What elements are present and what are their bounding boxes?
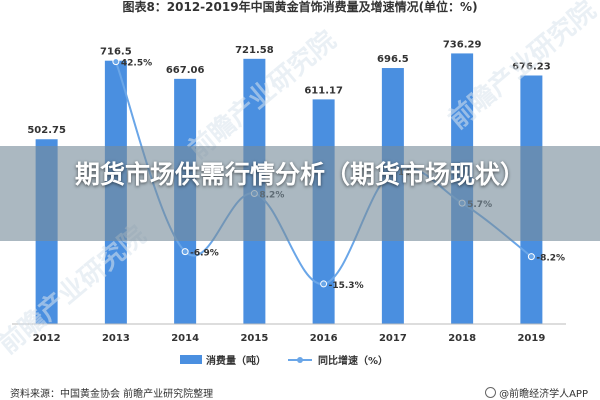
brand-credit: @前瞻经济学人APP — [485, 385, 588, 400]
growth-value-label: 42.5% — [121, 59, 152, 69]
x-tick-label: 2019 — [517, 333, 545, 344]
legend-bar-label: 消费量（吨） — [206, 354, 266, 367]
growth-point — [320, 280, 328, 288]
x-tick-label: 2013 — [102, 333, 130, 344]
x-tick-label: 2017 — [379, 333, 407, 344]
bar-value-label: 611.17 — [304, 85, 343, 96]
legend-line-label: 同比增速（%） — [318, 354, 388, 367]
title-banner: 期货市场供需行情分析（期货市场现状） — [0, 146, 600, 241]
x-tick-label: 2014 — [171, 333, 199, 344]
growth-point — [527, 253, 535, 261]
bar-value-label: 721.58 — [235, 45, 274, 56]
growth-value-label: -6.9% — [190, 249, 219, 259]
bar-value-label: 676.23 — [512, 61, 551, 72]
source-note: 资料来源：中国黄金协会 前瞻产业研究院整理 — [10, 389, 214, 400]
bar-value-label: 502.75 — [27, 125, 66, 136]
x-tick-label: 2016 — [310, 333, 338, 344]
chart-title: 图表8：2012-2019年中国黄金首饰消费量及增速情况(单位：%) — [122, 0, 477, 14]
bar-value-label: 716.5 — [100, 47, 132, 58]
growth-point — [112, 58, 120, 66]
bar-value-label: 696.5 — [377, 54, 409, 65]
brand-text: @前瞻经济学人APP — [499, 389, 588, 400]
banner-title: 期货市场供需行情分析（期货市场现状） — [74, 160, 525, 189]
bar-value-label: 667.06 — [166, 65, 205, 76]
legend-line-marker — [297, 357, 303, 363]
logo-icon — [485, 387, 497, 398]
growth-value-label: -15.3% — [329, 281, 364, 291]
legend-bar-swatch — [180, 355, 202, 364]
growth-value-label: -8.2% — [536, 254, 565, 264]
legend: 消费量（吨） 同比增速（%） — [180, 354, 388, 367]
growth-point — [181, 248, 189, 256]
x-tick-label: 2012 — [33, 333, 61, 344]
x-tick-label: 2018 — [448, 333, 476, 344]
bar-value-label: 736.29 — [443, 39, 482, 50]
x-axis: 2012 2013 2014 2015 2016 2017 2018 2019 — [12, 323, 566, 344]
x-tick-label: 2015 — [240, 333, 268, 344]
